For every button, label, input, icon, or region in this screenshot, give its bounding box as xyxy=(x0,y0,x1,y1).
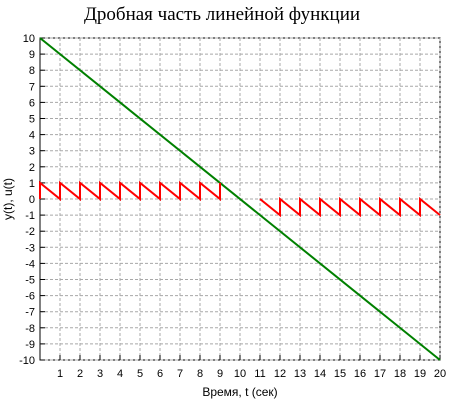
x-tick-label: 15 xyxy=(334,368,346,380)
y-tick-label: -2 xyxy=(25,226,35,238)
y-tick-label: 5 xyxy=(29,114,35,126)
x-tick-label: 12 xyxy=(274,368,286,380)
y-tick-label: 3 xyxy=(29,146,35,158)
y-tick-label: -7 xyxy=(25,307,35,319)
y-axis-label: y(t), u(t) xyxy=(1,178,15,220)
y-tick-label: -8 xyxy=(25,323,35,335)
x-tick-label: 3 xyxy=(97,368,103,380)
y-tick-label: 0 xyxy=(29,194,35,206)
y-tick-label: -9 xyxy=(25,339,35,351)
y-tick-label: 9 xyxy=(29,49,35,61)
y-tick-label: 8 xyxy=(29,65,35,77)
x-tick-label: 20 xyxy=(434,368,446,380)
x-tick-label: 19 xyxy=(414,368,426,380)
y-tick-label: 1 xyxy=(29,178,35,190)
y-tick-label: -1 xyxy=(25,210,35,222)
x-tick-label: 18 xyxy=(394,368,406,380)
x-tick-label: 6 xyxy=(157,368,163,380)
x-tick-label: 2 xyxy=(77,368,83,380)
series-line-2 xyxy=(39,180,441,218)
x-tick-label: 11 xyxy=(254,368,265,380)
y-tick-label: -3 xyxy=(25,242,35,254)
x-tick-label: 7 xyxy=(177,368,183,380)
x-tick-label: 9 xyxy=(217,368,223,380)
y-tick-label: 4 xyxy=(29,130,35,142)
x-axis-label: Время, t (сек) xyxy=(202,385,277,399)
x-tick-label: 16 xyxy=(354,368,366,380)
y-tick-label: -5 xyxy=(25,275,35,287)
x-tick-label: 17 xyxy=(374,368,386,380)
x-tick-label: 1 xyxy=(57,368,63,380)
x-tick-label: 13 xyxy=(294,368,306,380)
tick-labels: 1 2 3 4 5 6 7 8 9 10 11 12 13 14 15 16 17 18 19 20109876543… xyxy=(19,33,446,380)
y-tick-label: -10 xyxy=(19,355,35,367)
y-tick-label: -4 xyxy=(25,258,35,270)
y-tick-label: 6 xyxy=(29,97,35,109)
x-tick-label: 14 xyxy=(314,368,326,380)
y-tick-label: 7 xyxy=(29,81,35,93)
y-tick-label: -6 xyxy=(25,291,35,303)
y-tick-label: 10 xyxy=(23,33,35,45)
series-lines xyxy=(39,37,441,361)
series-line-1 xyxy=(39,37,441,361)
x-tick-label: 10 xyxy=(234,368,246,380)
x-tick-label: 4 xyxy=(117,368,123,380)
x-tick-label: 8 xyxy=(197,368,203,380)
y-tick-label: 2 xyxy=(29,162,35,174)
tick-marks xyxy=(40,37,441,361)
chart-title: Дробная часть линейной функции xyxy=(84,4,360,25)
x-tick-label: 5 xyxy=(137,368,143,380)
